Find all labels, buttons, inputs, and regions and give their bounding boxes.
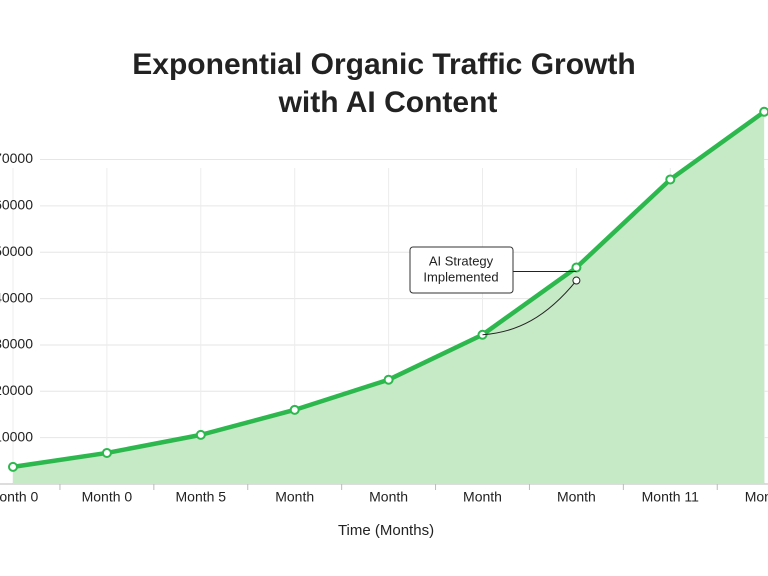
x-tick-label: Month 0 — [82, 489, 133, 505]
y-tick-label: 10000 — [0, 428, 33, 444]
y-tick-label: 70000 — [0, 150, 33, 166]
x-tick-label: Month — [463, 489, 502, 505]
annotation-arrow — [482, 280, 577, 336]
y-tick-label: 40000 — [0, 289, 33, 305]
y-tick-label: 60000 — [0, 197, 33, 213]
y-tick-label: 20000 — [0, 382, 33, 398]
x-tick-label: Month — [275, 489, 314, 505]
y-tick-label: 50000 — [0, 243, 33, 259]
annotation-text: Implemented — [423, 269, 498, 284]
point — [383, 374, 394, 385]
point — [101, 447, 112, 458]
x-tick-label: Month 0 — [0, 489, 39, 505]
point — [571, 262, 582, 273]
area — [13, 111, 765, 484]
y-tick-label: 30000 — [0, 336, 33, 352]
x-tick-label: Month — [369, 489, 408, 505]
point — [8, 461, 18, 472]
x-axis-label: Time (Months) — [338, 522, 434, 539]
annotation-text: AI Strategy — [429, 253, 494, 268]
annotation-dot — [572, 276, 581, 285]
x-tick-label: Month — [745, 489, 768, 505]
x-tick-label: Month — [557, 489, 596, 505]
annotation-box — [409, 246, 514, 294]
x-tick-label: Month 11 — [642, 489, 700, 505]
chart-subtitle: with AI Content — [278, 86, 498, 119]
point — [195, 429, 206, 440]
point — [665, 174, 676, 185]
point — [759, 106, 768, 117]
x-tick-label: Month 5 — [176, 489, 227, 505]
point — [289, 404, 300, 415]
chart-title: Exponential Organic Traffic Growth — [132, 48, 635, 81]
